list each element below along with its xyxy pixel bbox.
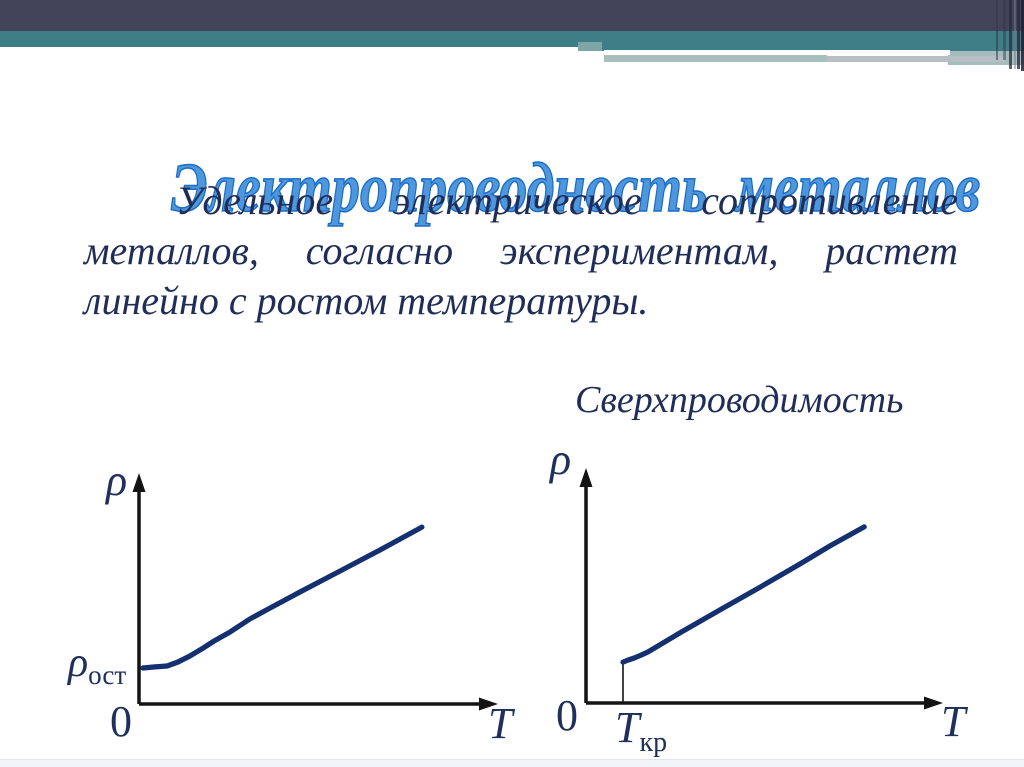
header-bar-teal: [0, 31, 1024, 47]
footer-strip: [0, 759, 1024, 767]
y-axis-label: ρ: [104, 456, 127, 505]
slide-title-text: Электропроводность металлов: [171, 150, 981, 227]
paragraph-line: линейно с ростом температуры.: [84, 278, 649, 323]
resistivity-curve: [620, 524, 867, 665]
origin-label: 0: [556, 691, 578, 740]
header-vertical-stripe: [1014, 0, 1016, 69]
paragraph-line: металлов, согласно экспериментам, растет: [84, 228, 958, 273]
superconductivity-label: Сверхпроводимость: [575, 379, 904, 421]
header-bar-teal-right: [600, 47, 1024, 51]
header-accent-left: [578, 42, 602, 51]
y-axis-arrow-icon: [579, 468, 593, 487]
header-vertical-stripe: [1021, 0, 1024, 71]
residual-resistivity-label: ρост: [66, 640, 126, 690]
header-stripe-white: [604, 50, 950, 55]
x-axis-label: T: [488, 699, 516, 748]
header-vertical-stripe: [1009, 0, 1012, 69]
critical-temperature-label: Tкр: [615, 703, 667, 758]
paragraph-line: Удельное электрическое сопротивление: [176, 178, 958, 223]
header-vertical-stripe: [1003, 0, 1006, 60]
x-axis-label: T: [941, 697, 969, 746]
header-bar-gray: [827, 56, 1004, 62]
resistivity-curve: [140, 524, 425, 671]
header-bar-sage: [604, 55, 827, 62]
header-bar-dark: [0, 0, 1024, 31]
header-vertical-stripe: [996, 0, 998, 60]
right-plot-superconductivity: ρ 0 Tкр T: [548, 440, 969, 758]
header-vertical-stripe: [1017, 0, 1020, 69]
body-paragraph: Удельное электрическое сопротивление мет…: [84, 176, 958, 326]
x-axis-arrow-icon: [479, 697, 498, 711]
origin-label: 0: [110, 697, 132, 746]
slide-title: Электропроводность металлов: [0, 84, 1024, 294]
y-axis-label: ρ: [548, 440, 571, 484]
y-axis-arrow-icon: [132, 473, 146, 492]
left-plot-resistivity-vs-temperature: ρ ρост 0 T: [66, 456, 516, 748]
x-axis-arrow-icon: [924, 696, 943, 710]
